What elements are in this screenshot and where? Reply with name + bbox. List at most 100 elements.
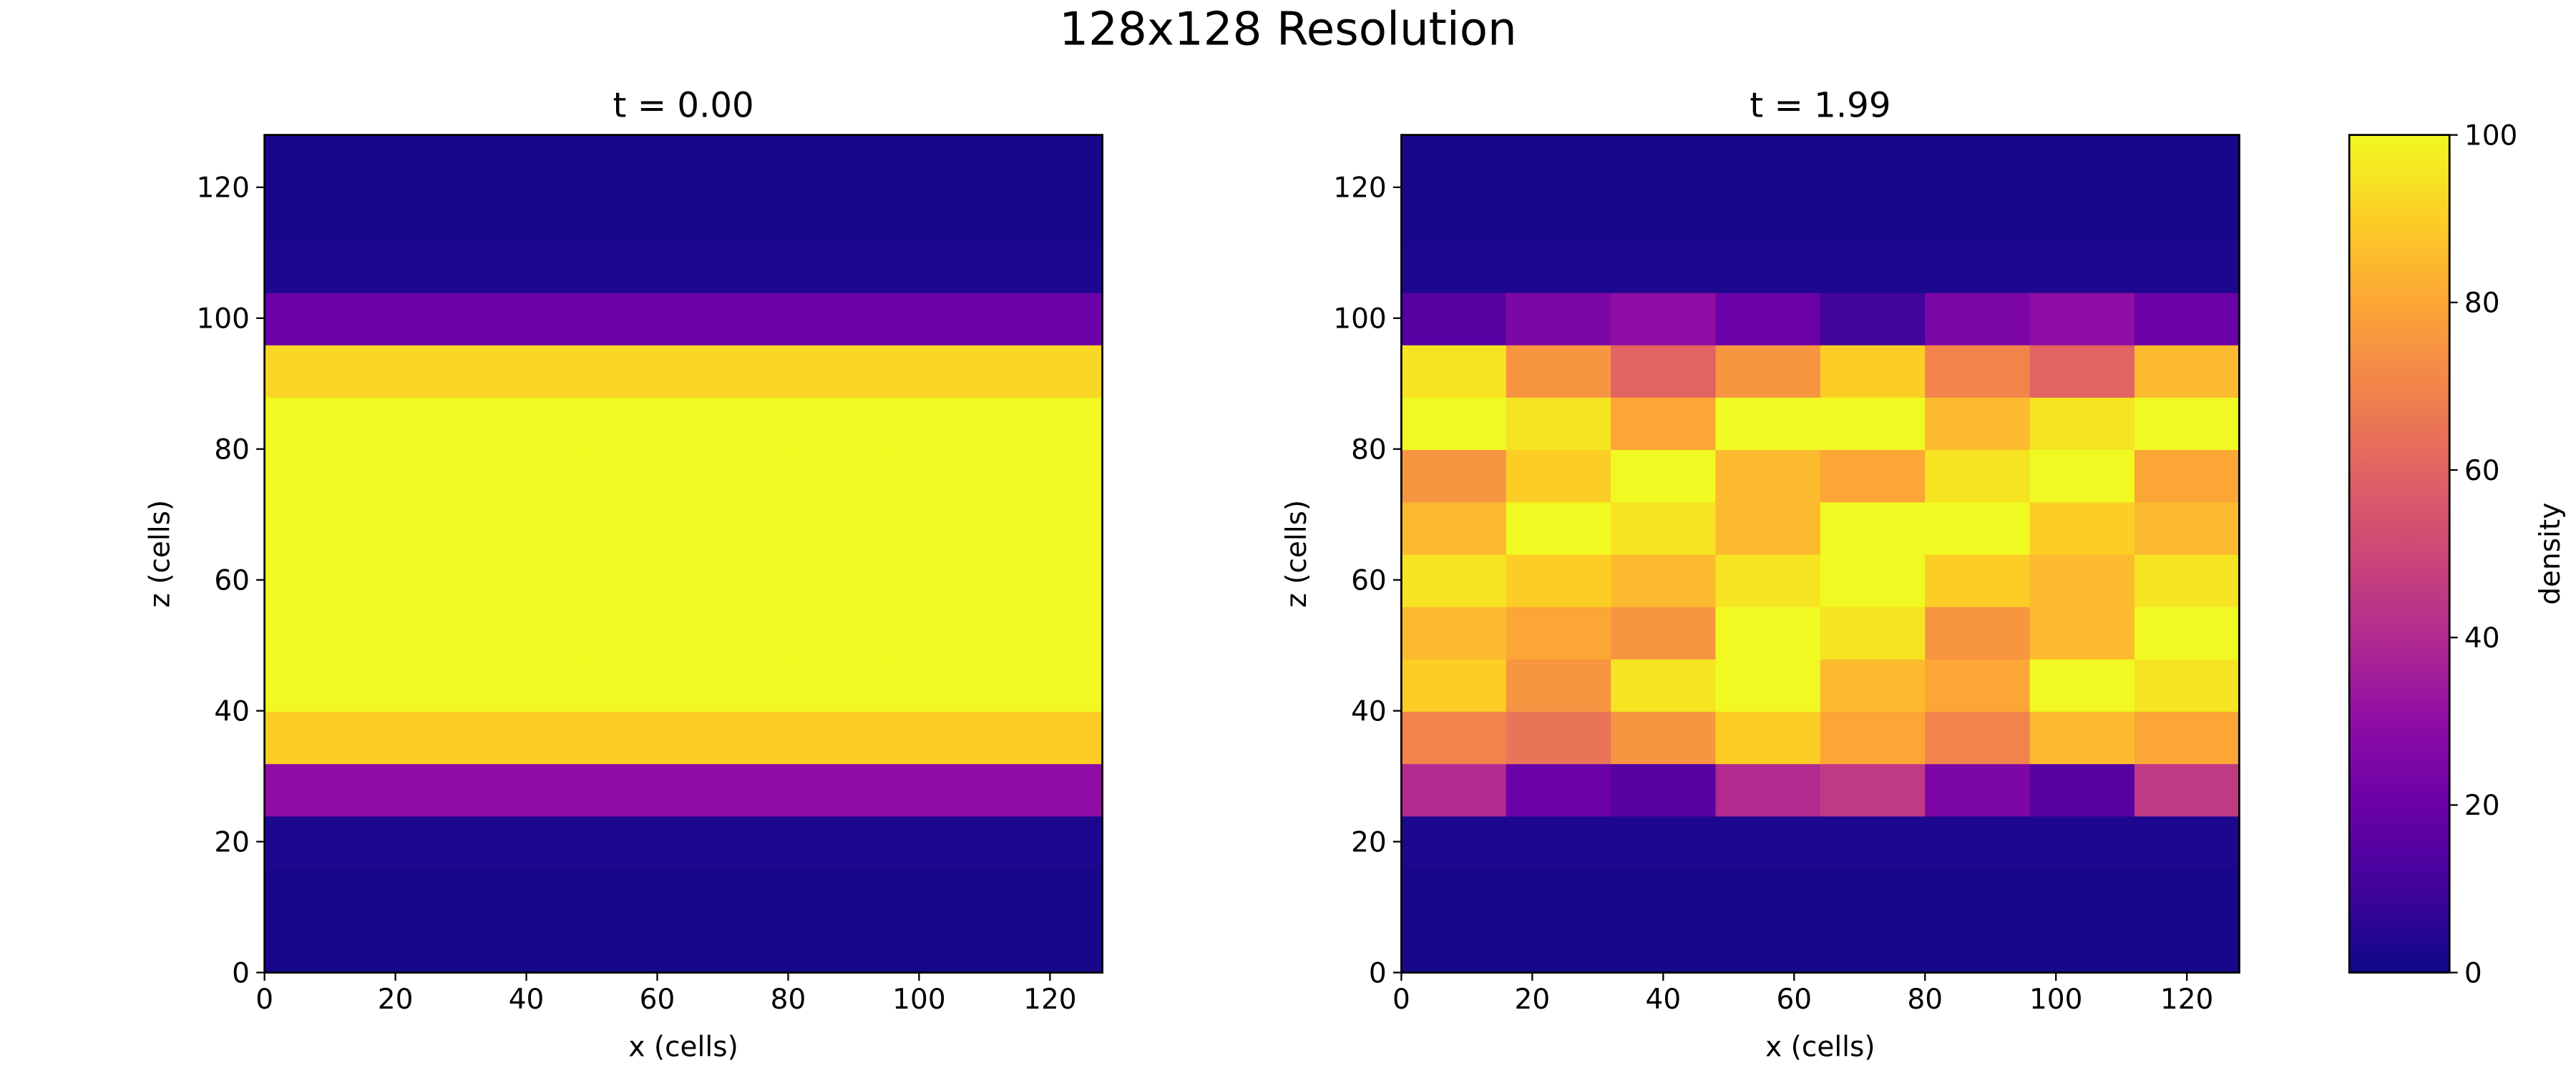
heat-cell bbox=[1925, 449, 2031, 503]
heat-cell bbox=[683, 710, 789, 765]
heat-cell bbox=[1506, 396, 1612, 451]
heat-cell bbox=[578, 606, 685, 660]
heat-cell bbox=[788, 554, 894, 607]
heat-cell bbox=[1925, 815, 2031, 869]
heat-cell bbox=[474, 187, 580, 241]
figure-title: 128x128 Resolution bbox=[1059, 2, 1517, 56]
heat-cell bbox=[997, 606, 1103, 660]
heat-cell bbox=[1506, 658, 1612, 712]
y-tick-label: 0 bbox=[1369, 957, 1387, 989]
x-tick-label: 0 bbox=[1392, 984, 1410, 1016]
heat-cell bbox=[2029, 501, 2136, 555]
heat-cell bbox=[997, 292, 1103, 346]
heat-cell bbox=[892, 396, 999, 451]
heat-cell bbox=[1611, 134, 1717, 189]
heat-cell bbox=[474, 606, 580, 660]
heat-cell bbox=[788, 658, 894, 712]
heat-cell bbox=[683, 449, 789, 503]
heat-cell bbox=[997, 187, 1103, 241]
heat-cell bbox=[1506, 449, 1612, 503]
heat-cell bbox=[264, 396, 371, 451]
heat-cell bbox=[1820, 920, 1926, 974]
heat-cell bbox=[1925, 763, 2031, 817]
heat-cell bbox=[369, 658, 475, 712]
heat-cell bbox=[1925, 134, 2031, 189]
heat-cell bbox=[2029, 710, 2136, 765]
heat-cell bbox=[1925, 396, 2031, 451]
heat-cell bbox=[474, 396, 580, 451]
heat-cell bbox=[788, 187, 894, 241]
y-tick-label: 20 bbox=[214, 826, 250, 858]
heat-cell bbox=[1611, 344, 1717, 398]
heat-cell bbox=[788, 868, 894, 921]
heat-cell bbox=[1611, 606, 1717, 660]
heat-cell bbox=[1506, 606, 1612, 660]
heat-cell bbox=[1401, 815, 1508, 869]
heat-cell bbox=[1715, 658, 1822, 712]
heat-cell bbox=[1611, 710, 1717, 765]
heat-cell bbox=[2134, 187, 2240, 241]
heat-cell bbox=[474, 815, 580, 869]
heat-cell bbox=[788, 815, 894, 869]
x-tick-label: 80 bbox=[1907, 984, 1943, 1016]
heat-cell bbox=[1401, 920, 1508, 974]
heat-cell bbox=[1820, 344, 1926, 398]
heat-cell bbox=[1506, 815, 1612, 869]
axes-frame bbox=[1400, 134, 2240, 974]
x-tick-label: 40 bbox=[509, 984, 545, 1016]
heat-cell bbox=[683, 606, 789, 660]
heat-cell bbox=[1925, 868, 2031, 921]
heat-cell bbox=[1611, 658, 1717, 712]
heat-cell bbox=[369, 134, 475, 189]
heat-cell bbox=[1715, 292, 1822, 346]
heat-cell bbox=[1611, 187, 1717, 241]
axes-title: t = 0.00 bbox=[613, 85, 753, 125]
heat-cell bbox=[1925, 658, 2031, 712]
heat-cell bbox=[264, 134, 371, 189]
heat-cell bbox=[2029, 606, 2136, 660]
colorbar-label: density bbox=[2534, 503, 2567, 605]
heat-cell bbox=[683, 134, 789, 189]
heat-cell bbox=[1925, 920, 2031, 974]
heat-cell bbox=[892, 868, 999, 921]
heat-cell bbox=[1715, 344, 1822, 398]
heat-cell bbox=[788, 710, 894, 765]
heat-cell bbox=[264, 449, 371, 503]
heat-cell bbox=[1820, 240, 1926, 293]
y-tick-label: 40 bbox=[214, 695, 250, 727]
heat-cell bbox=[2134, 815, 2240, 869]
heat-cell bbox=[2029, 658, 2136, 712]
heat-cell bbox=[1820, 396, 1926, 451]
y-axis-label: z (cells) bbox=[1281, 500, 1313, 608]
heat-cell bbox=[264, 710, 371, 765]
heat-cell bbox=[1611, 815, 1717, 869]
heat-cell bbox=[2134, 134, 2240, 189]
heat-cell bbox=[578, 920, 685, 974]
axes-frame bbox=[263, 134, 1103, 974]
y-axis-label: z (cells) bbox=[144, 500, 176, 608]
heat-cell bbox=[1925, 606, 2031, 660]
heat-cell bbox=[1925, 187, 2031, 241]
heat-cell bbox=[683, 763, 789, 817]
x-tick-label: 40 bbox=[1646, 984, 1682, 1016]
heat-cell bbox=[1506, 134, 1612, 189]
heat-cell bbox=[1401, 658, 1508, 712]
heat-cell bbox=[892, 292, 999, 346]
heat-cell bbox=[264, 554, 371, 607]
heat-cell bbox=[1715, 449, 1822, 503]
x-tick-label: 60 bbox=[1776, 984, 1812, 1016]
heat-cell bbox=[264, 501, 371, 555]
heat-cell bbox=[683, 240, 789, 293]
heat-cell bbox=[1401, 763, 1508, 817]
heat-cell bbox=[1820, 292, 1926, 346]
heat-cell bbox=[997, 134, 1103, 189]
heat-cell bbox=[578, 868, 685, 921]
heat-cell bbox=[578, 763, 685, 817]
heat-cell bbox=[2029, 134, 2136, 189]
heat-cell bbox=[788, 449, 894, 503]
heat-cell bbox=[1506, 344, 1612, 398]
heat-cell bbox=[474, 763, 580, 817]
heat-cell bbox=[1715, 920, 1822, 974]
heat-cell bbox=[892, 920, 999, 974]
x-tick-label: 120 bbox=[1023, 984, 1076, 1016]
